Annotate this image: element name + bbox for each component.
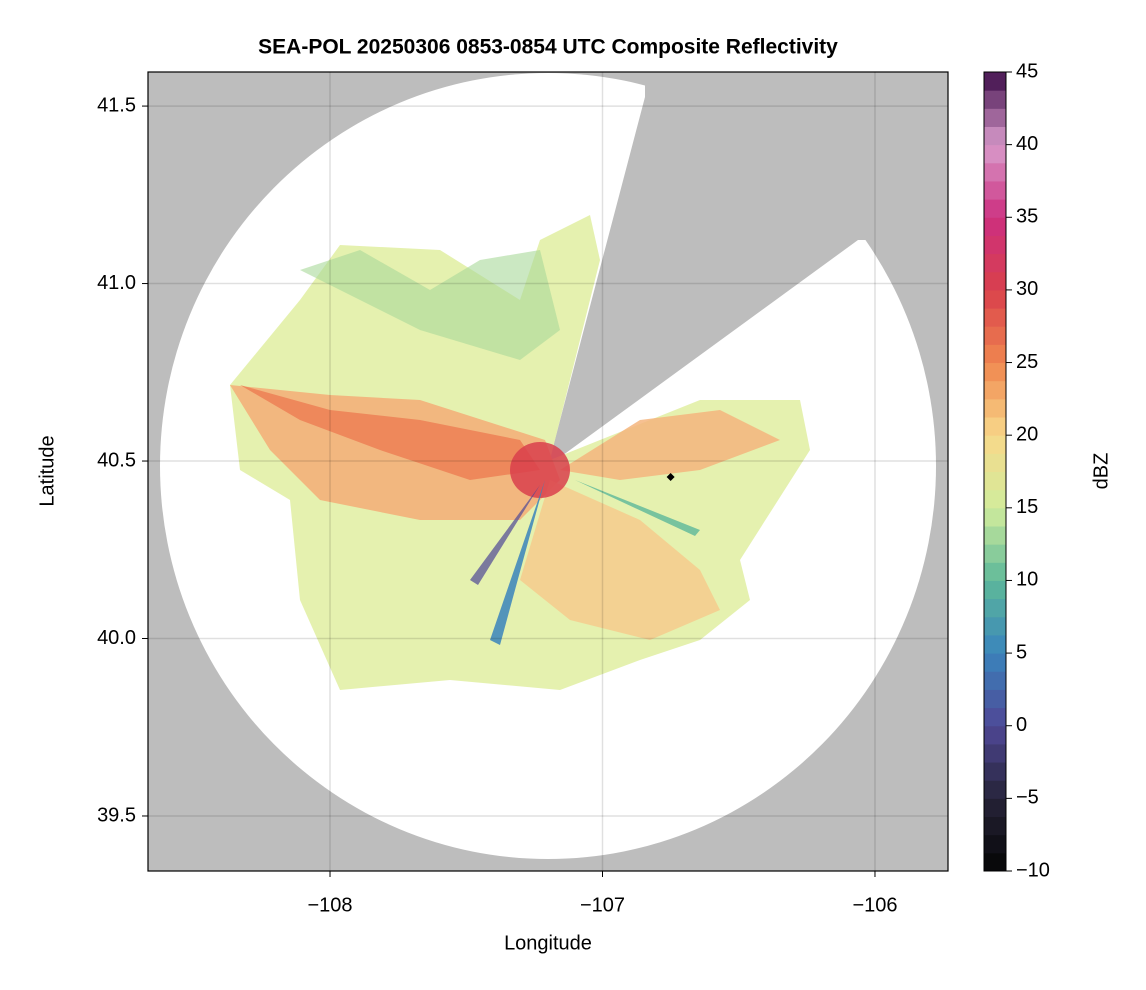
colorbar-band [984, 362, 1006, 382]
colorbar-band [984, 72, 1006, 91]
colorbar-tick-label: 30 [1016, 278, 1038, 300]
colorbar-band [984, 398, 1006, 418]
x-tick-label: −108 [307, 894, 352, 916]
x-tick-label: −107 [580, 894, 625, 916]
y-axis-label: Latitude [36, 435, 58, 506]
colorbar-band [984, 289, 1006, 309]
colorbar-band [984, 653, 1006, 672]
blocked-sector [548, 72, 948, 466]
plot-area [148, 72, 948, 871]
colorbar-tick-label: 10 [1016, 569, 1038, 591]
echo-streak [575, 480, 700, 536]
chart-title: SEA-POL 20250306 0853-0854 UTC Composite… [258, 36, 838, 59]
y-tick-label: 41.0 [97, 272, 136, 294]
colorbar-band [984, 780, 1006, 799]
colorbar-band [984, 816, 1006, 836]
colorbar-band [984, 580, 1006, 600]
echo-strong [240, 385, 540, 480]
colorbar-tick-label: 0 [1016, 714, 1027, 736]
echo-core [510, 442, 570, 498]
colorbar-band [984, 616, 1006, 636]
colorbar-band [984, 489, 1006, 509]
colorbar-band [984, 634, 1006, 654]
colorbar-band [984, 271, 1006, 291]
colorbar-tick-label: 35 [1016, 206, 1038, 228]
colorbar-band [984, 380, 1006, 400]
y-tick-label: 40.5 [97, 449, 136, 471]
echo-streak [490, 480, 545, 645]
colorbar-band [984, 126, 1006, 146]
colorbar-label: dBZ [1090, 453, 1112, 490]
colorbar-band [984, 308, 1006, 327]
colorbar-band [984, 544, 1006, 563]
colorbar-band [984, 180, 1006, 200]
colorbar-tick-label: 5 [1016, 641, 1027, 663]
colorbar-tick-label: −5 [1016, 787, 1039, 809]
colorbar-band [984, 852, 1006, 872]
echo-streak [470, 485, 540, 585]
colorbar-band [984, 344, 1006, 364]
colorbar-tick-label: 40 [1016, 133, 1038, 155]
colorbar-tick-label: 45 [1016, 60, 1038, 82]
echo-weak [300, 250, 560, 360]
colorbar-band [984, 144, 1006, 164]
y-tick-label: 39.5 [97, 804, 136, 826]
plot-frame [147, 71, 949, 872]
colorbar-band [984, 253, 1006, 273]
colorbar-band [984, 108, 1006, 127]
colorbar-band [984, 217, 1006, 236]
y-tick-label: 41.5 [97, 94, 136, 116]
echo-south [520, 480, 720, 640]
echo-east [560, 410, 780, 480]
colorbar-tick-label: 15 [1016, 496, 1038, 518]
site-marker [666, 473, 675, 482]
colorbar-band [984, 90, 1006, 109]
colorbar-band [984, 562, 1006, 581]
colorbar-band [984, 834, 1006, 854]
colorbar-band [984, 725, 1006, 745]
colorbar-band [984, 453, 1006, 472]
colorbar-band [984, 798, 1006, 818]
colorbar-tick-label: 25 [1016, 351, 1038, 373]
colorbar-band [984, 417, 1006, 436]
colorbar-band [984, 762, 1006, 781]
colorbar-band [984, 689, 1006, 709]
x-axis-label: Longitude [504, 932, 592, 954]
colorbar-band [984, 162, 1006, 182]
colorbar-band [984, 507, 1006, 527]
colorbar-band [984, 471, 1006, 491]
colorbar-band [984, 525, 1006, 545]
colorbar-band [984, 326, 1006, 345]
colorbar-tick-label: 20 [1016, 423, 1038, 445]
colorbar-band [984, 435, 1006, 454]
colorbar-band [984, 707, 1006, 727]
colorbar-band [984, 671, 1006, 690]
grid [148, 72, 948, 871]
y-tick-label: 40.0 [97, 627, 136, 649]
colorbar-band [984, 598, 1006, 618]
colorbar-band [984, 743, 1006, 763]
colorbar-frame [983, 71, 1007, 872]
echo-field [230, 215, 810, 690]
colorbar-tick-label: −10 [1016, 859, 1050, 881]
colorbar-band [984, 235, 1006, 255]
colorbar-band [984, 199, 1006, 218]
x-tick-label: −106 [852, 894, 897, 916]
